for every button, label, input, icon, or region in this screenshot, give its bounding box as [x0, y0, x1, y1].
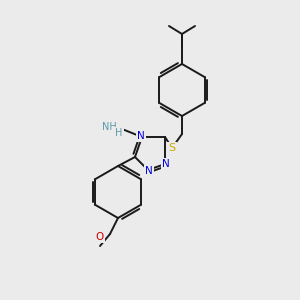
Text: N: N — [137, 131, 145, 141]
Text: O: O — [96, 232, 104, 242]
Text: NH: NH — [102, 122, 117, 132]
Text: S: S — [168, 143, 175, 153]
Text: N: N — [162, 159, 170, 169]
Text: H: H — [115, 128, 123, 138]
Text: N: N — [145, 166, 153, 176]
